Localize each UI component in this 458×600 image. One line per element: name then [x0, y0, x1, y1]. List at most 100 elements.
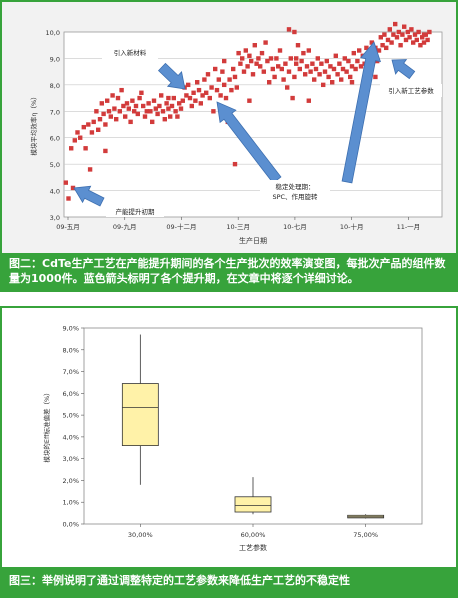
- data-point: [254, 61, 259, 66]
- y-tick-label: 2,0%: [62, 477, 79, 485]
- data-point: [148, 109, 153, 114]
- data-point: [184, 93, 189, 98]
- data-point: [353, 66, 358, 72]
- data-point: [187, 95, 193, 101]
- data-point: [400, 32, 405, 37]
- data-point: [337, 61, 342, 66]
- x-axis-label: 工艺参数: [239, 543, 267, 552]
- data-point: [81, 124, 86, 130]
- y-tick-label: 5,0: [50, 161, 60, 169]
- data-point: [403, 37, 409, 43]
- data-point: [180, 98, 185, 103]
- annotation-label: 产能提升初期: [116, 207, 156, 216]
- data-point: [72, 138, 77, 143]
- data-point: [387, 27, 392, 32]
- x-tick-label: 75,00%: [353, 531, 378, 539]
- figure-3-caption: 图三：举例说明了通过调整特定的工艺参数来降低生产工艺的不稳定性: [2, 567, 456, 596]
- data-point: [292, 74, 297, 80]
- data-point: [231, 66, 236, 72]
- data-point: [270, 66, 275, 72]
- data-point: [335, 72, 340, 77]
- data-point: [96, 127, 101, 132]
- data-point: [416, 29, 421, 35]
- y-tick-label: 8,0: [50, 82, 60, 90]
- data-point: [191, 90, 196, 95]
- data-point: [247, 98, 252, 103]
- x-tick-label: 60,00%: [241, 531, 266, 539]
- y-tick-label: 9,0: [50, 55, 60, 63]
- data-point: [250, 72, 256, 77]
- data-point: [186, 82, 191, 88]
- stddev-boxplot-chart: 0,0% 1,0% 2,0% 3,0% 4,0% 5,0% 6,0% 7,0% 8,0% 9,0%…: [42, 325, 423, 552]
- data-point: [207, 95, 212, 101]
- data-point: [173, 109, 178, 114]
- data-point: [222, 82, 227, 88]
- data-point: [137, 95, 142, 101]
- data-point: [135, 111, 140, 117]
- annotation-label-box: [260, 180, 330, 204]
- y-tick-label: 9,0%: [62, 325, 79, 333]
- data-point: [292, 29, 297, 35]
- data-point: [195, 80, 200, 85]
- data-point: [83, 146, 88, 151]
- data-point: [222, 58, 227, 64]
- data-point: [384, 45, 389, 51]
- data-point: [162, 117, 167, 122]
- data-point: [105, 98, 110, 103]
- x-tick-label: 10-三月: [226, 223, 250, 231]
- y-tick-label: 3,0: [50, 214, 60, 222]
- data-point: [331, 66, 337, 72]
- y-tick-label: 4,0: [50, 188, 60, 196]
- data-point: [405, 29, 410, 35]
- data-point: [211, 109, 216, 114]
- y-tick-label: 6,0: [50, 135, 60, 143]
- data-point: [75, 130, 80, 135]
- data-point: [150, 119, 155, 125]
- data-point: [376, 48, 382, 53]
- data-point: [355, 58, 360, 64]
- efficiency-scatter-chart: 3,0 4,0 5,0 6,0 7,0 8,0 9,0 10,0 09-五月 09-九月 09-十二…: [29, 21, 443, 245]
- data-point: [166, 106, 171, 111]
- data-point: [205, 72, 211, 77]
- x-tick-label: 10-十月: [340, 222, 364, 231]
- data-point: [157, 103, 162, 109]
- data-point: [303, 72, 308, 77]
- y-tick-label: 5,0%: [62, 412, 79, 420]
- data-point: [339, 77, 344, 82]
- data-point: [168, 114, 173, 119]
- y-tick-label: 1,0%: [62, 499, 79, 507]
- data-point: [164, 101, 169, 106]
- data-point: [216, 77, 221, 82]
- data-point: [86, 122, 91, 127]
- data-point: [313, 66, 319, 72]
- data-point: [277, 48, 283, 53]
- y-tick-label: 8,0%: [62, 346, 79, 354]
- data-point: [249, 58, 254, 64]
- data-point: [155, 111, 160, 117]
- data-point: [378, 35, 383, 40]
- data-point: [160, 109, 166, 114]
- data-point: [241, 69, 247, 74]
- data-point: [351, 50, 356, 56]
- data-point: [245, 64, 250, 69]
- data-point: [78, 135, 83, 140]
- data-point: [189, 103, 194, 109]
- data-point: [427, 29, 432, 35]
- data-point: [421, 32, 427, 37]
- x-tick-label: 10-七月: [283, 222, 307, 231]
- data-point: [268, 56, 274, 61]
- data-point: [281, 77, 286, 82]
- data-point: [297, 66, 302, 72]
- data-point: [301, 50, 306, 56]
- data-point: [89, 130, 95, 135]
- data-point: [234, 85, 239, 90]
- y-tick-label: 4,0%: [62, 433, 79, 441]
- data-point: [108, 114, 113, 119]
- data-point: [133, 103, 139, 109]
- data-point: [344, 69, 349, 74]
- data-point: [66, 196, 71, 201]
- data-point: [326, 74, 331, 80]
- annotation-label: 引入新工艺参数: [388, 86, 434, 95]
- data-point: [130, 98, 135, 103]
- annotation-arrow: [341, 41, 382, 184]
